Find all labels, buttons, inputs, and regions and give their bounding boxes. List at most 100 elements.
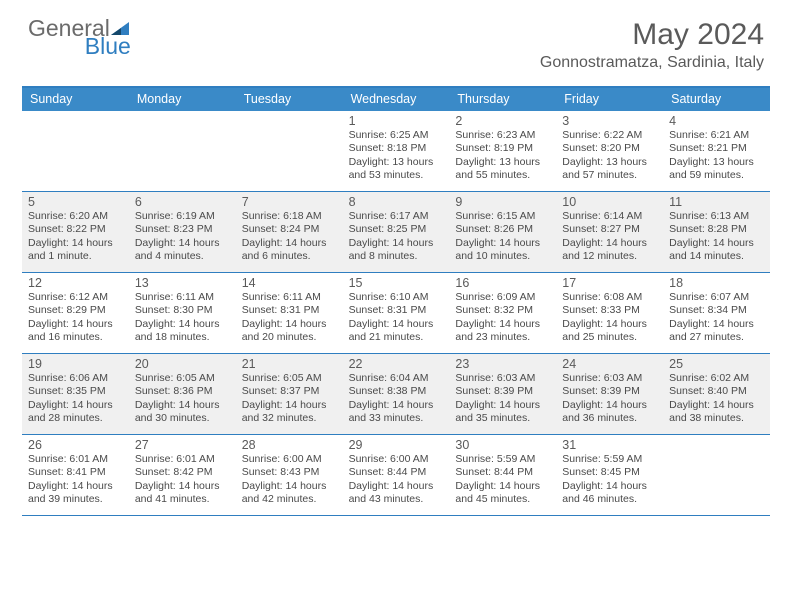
day-number: 19 [28,357,123,371]
day-number: 25 [669,357,764,371]
day-cell: 1Sunrise: 6:25 AMSunset: 8:18 PMDaylight… [343,111,450,191]
day-info: Sunrise: 6:05 AMSunset: 8:37 PMDaylight:… [242,372,337,426]
day-info: Sunrise: 6:03 AMSunset: 8:39 PMDaylight:… [455,372,550,426]
day-number: 26 [28,438,123,452]
day-cell: 27Sunrise: 6:01 AMSunset: 8:42 PMDayligh… [129,435,236,515]
day-cell: 19Sunrise: 6:06 AMSunset: 8:35 PMDayligh… [22,354,129,434]
header: GeneralBlue May 2024 Gonnostramatza, Sar… [0,0,792,78]
day-info: Sunrise: 6:20 AMSunset: 8:22 PMDaylight:… [28,210,123,264]
weekday-header: Saturday [663,88,770,111]
day-number: 16 [455,276,550,290]
day-info: Sunrise: 6:11 AMSunset: 8:31 PMDaylight:… [242,291,337,345]
day-number: 7 [242,195,337,209]
day-number: 18 [669,276,764,290]
day-cell: 15Sunrise: 6:10 AMSunset: 8:31 PMDayligh… [343,273,450,353]
week-row: 1Sunrise: 6:25 AMSunset: 8:18 PMDaylight… [22,111,770,192]
day-cell: 5Sunrise: 6:20 AMSunset: 8:22 PMDaylight… [22,192,129,272]
week-row: 19Sunrise: 6:06 AMSunset: 8:35 PMDayligh… [22,354,770,435]
day-number: 14 [242,276,337,290]
day-number: 23 [455,357,550,371]
day-info: Sunrise: 6:06 AMSunset: 8:35 PMDaylight:… [28,372,123,426]
day-info: Sunrise: 6:10 AMSunset: 8:31 PMDaylight:… [349,291,444,345]
empty-day-cell [236,111,343,191]
day-number: 22 [349,357,444,371]
day-info: Sunrise: 6:14 AMSunset: 8:27 PMDaylight:… [562,210,657,264]
day-number: 11 [669,195,764,209]
day-cell: 23Sunrise: 6:03 AMSunset: 8:39 PMDayligh… [449,354,556,434]
weekday-header: Monday [129,88,236,111]
day-info: Sunrise: 6:23 AMSunset: 8:19 PMDaylight:… [455,129,550,183]
day-number: 28 [242,438,337,452]
day-number: 3 [562,114,657,128]
week-row: 5Sunrise: 6:20 AMSunset: 8:22 PMDaylight… [22,192,770,273]
weekday-header: Sunday [22,88,129,111]
day-number: 5 [28,195,123,209]
day-info: Sunrise: 6:00 AMSunset: 8:44 PMDaylight:… [349,453,444,507]
day-info: Sunrise: 6:03 AMSunset: 8:39 PMDaylight:… [562,372,657,426]
day-info: Sunrise: 6:00 AMSunset: 8:43 PMDaylight:… [242,453,337,507]
day-info: Sunrise: 6:02 AMSunset: 8:40 PMDaylight:… [669,372,764,426]
day-number: 24 [562,357,657,371]
month-title: May 2024 [540,18,764,52]
day-cell: 25Sunrise: 6:02 AMSunset: 8:40 PMDayligh… [663,354,770,434]
day-cell: 12Sunrise: 6:12 AMSunset: 8:29 PMDayligh… [22,273,129,353]
week-row: 26Sunrise: 6:01 AMSunset: 8:41 PMDayligh… [22,435,770,516]
day-info: Sunrise: 6:07 AMSunset: 8:34 PMDaylight:… [669,291,764,345]
day-number: 2 [455,114,550,128]
day-cell: 6Sunrise: 6:19 AMSunset: 8:23 PMDaylight… [129,192,236,272]
day-cell: 22Sunrise: 6:04 AMSunset: 8:38 PMDayligh… [343,354,450,434]
day-info: Sunrise: 6:04 AMSunset: 8:38 PMDaylight:… [349,372,444,426]
empty-day-cell [22,111,129,191]
brand-logo: GeneralBlue [28,18,131,58]
day-cell: 4Sunrise: 6:21 AMSunset: 8:21 PMDaylight… [663,111,770,191]
empty-day-cell [663,435,770,515]
day-cell: 16Sunrise: 6:09 AMSunset: 8:32 PMDayligh… [449,273,556,353]
day-number: 21 [242,357,337,371]
day-cell: 28Sunrise: 6:00 AMSunset: 8:43 PMDayligh… [236,435,343,515]
day-cell: 8Sunrise: 6:17 AMSunset: 8:25 PMDaylight… [343,192,450,272]
week-row: 12Sunrise: 6:12 AMSunset: 8:29 PMDayligh… [22,273,770,354]
day-number: 17 [562,276,657,290]
day-number: 4 [669,114,764,128]
day-cell: 11Sunrise: 6:13 AMSunset: 8:28 PMDayligh… [663,192,770,272]
day-cell: 29Sunrise: 6:00 AMSunset: 8:44 PMDayligh… [343,435,450,515]
weekday-header: Wednesday [343,88,450,111]
day-cell: 10Sunrise: 6:14 AMSunset: 8:27 PMDayligh… [556,192,663,272]
day-info: Sunrise: 6:15 AMSunset: 8:26 PMDaylight:… [455,210,550,264]
day-number: 31 [562,438,657,452]
day-info: Sunrise: 5:59 AMSunset: 8:45 PMDaylight:… [562,453,657,507]
day-info: Sunrise: 6:09 AMSunset: 8:32 PMDaylight:… [455,291,550,345]
day-info: Sunrise: 6:17 AMSunset: 8:25 PMDaylight:… [349,210,444,264]
title-block: May 2024 Gonnostramatza, Sardinia, Italy [540,18,764,72]
day-number: 10 [562,195,657,209]
day-number: 20 [135,357,230,371]
day-cell: 17Sunrise: 6:08 AMSunset: 8:33 PMDayligh… [556,273,663,353]
day-cell: 3Sunrise: 6:22 AMSunset: 8:20 PMDaylight… [556,111,663,191]
day-cell: 21Sunrise: 6:05 AMSunset: 8:37 PMDayligh… [236,354,343,434]
day-info: Sunrise: 6:12 AMSunset: 8:29 PMDaylight:… [28,291,123,345]
day-number: 15 [349,276,444,290]
day-number: 29 [349,438,444,452]
day-info: Sunrise: 6:08 AMSunset: 8:33 PMDaylight:… [562,291,657,345]
weekday-header: Thursday [449,88,556,111]
weekday-header: Tuesday [236,88,343,111]
day-cell: 26Sunrise: 6:01 AMSunset: 8:41 PMDayligh… [22,435,129,515]
day-info: Sunrise: 6:11 AMSunset: 8:30 PMDaylight:… [135,291,230,345]
day-cell: 30Sunrise: 5:59 AMSunset: 8:44 PMDayligh… [449,435,556,515]
day-info: Sunrise: 6:18 AMSunset: 8:24 PMDaylight:… [242,210,337,264]
day-number: 30 [455,438,550,452]
day-number: 9 [455,195,550,209]
day-number: 8 [349,195,444,209]
day-number: 1 [349,114,444,128]
day-info: Sunrise: 6:05 AMSunset: 8:36 PMDaylight:… [135,372,230,426]
day-number: 12 [28,276,123,290]
day-info: Sunrise: 6:22 AMSunset: 8:20 PMDaylight:… [562,129,657,183]
day-cell: 24Sunrise: 6:03 AMSunset: 8:39 PMDayligh… [556,354,663,434]
day-number: 27 [135,438,230,452]
weekday-header: Friday [556,88,663,111]
day-cell: 9Sunrise: 6:15 AMSunset: 8:26 PMDaylight… [449,192,556,272]
empty-day-cell [129,111,236,191]
day-cell: 14Sunrise: 6:11 AMSunset: 8:31 PMDayligh… [236,273,343,353]
day-cell: 2Sunrise: 6:23 AMSunset: 8:19 PMDaylight… [449,111,556,191]
day-number: 6 [135,195,230,209]
